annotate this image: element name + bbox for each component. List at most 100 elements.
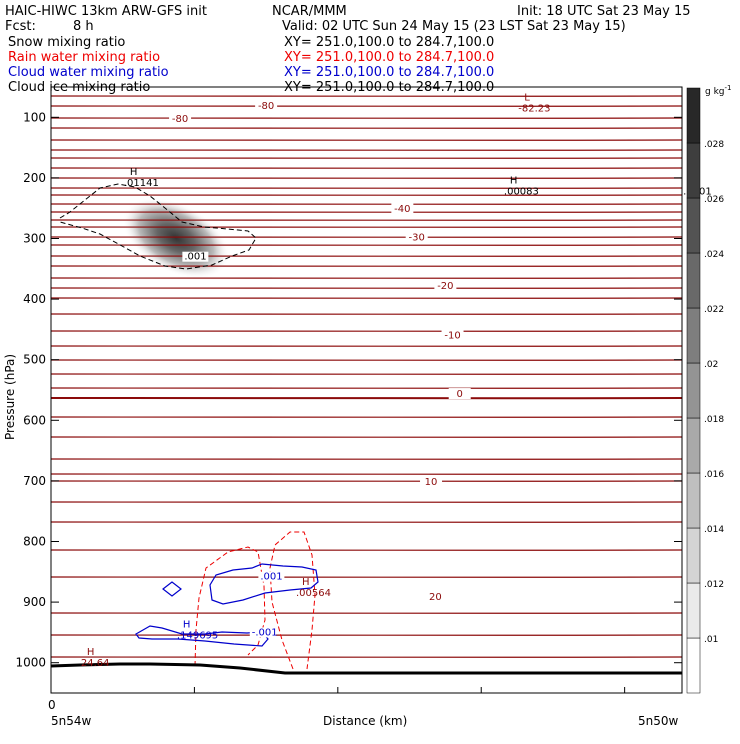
extremum-value: 24.64: [81, 658, 110, 669]
x-axis-label: Distance (km): [323, 714, 407, 728]
isotherm-line: [51, 149, 682, 151]
colorbar-swatch: [686, 637, 701, 694]
header-model: HAIC-HIWC 13km ARW-GFS init: [5, 4, 207, 19]
y-tick-label: 200: [23, 171, 46, 185]
colorbar-level-label: .022: [704, 305, 724, 315]
colorbar-level-label: .012: [704, 580, 724, 590]
header-fcst-value: 8 h: [73, 19, 94, 34]
colorbar-unit-base: g kg: [705, 87, 725, 97]
isotherm-label: -40: [394, 204, 410, 215]
isotherm-line: [51, 436, 682, 438]
y-tick-label: 700: [23, 474, 46, 488]
isotherm-label: 10: [425, 477, 438, 488]
isotherm-line: [51, 480, 682, 482]
plot-frame: [50, 86, 683, 694]
rain-water-contour-2: [269, 531, 316, 670]
isotherm-line: [51, 387, 682, 389]
isotherm-label: -80: [172, 114, 188, 125]
isotherm-line: [51, 396, 682, 400]
colorbar-swatch: [686, 417, 701, 474]
colorbar-level-label: .028: [704, 140, 724, 150]
colorbar-swatch: [686, 362, 701, 419]
isotherm-label: -20: [437, 281, 453, 292]
isotherms: [51, 95, 682, 658]
isotherm-line: [51, 167, 682, 169]
colorbar-swatch: [686, 87, 701, 144]
colorbar-level-label: .024: [704, 250, 724, 260]
isotherm-line: [51, 187, 682, 189]
terrain-surface: [51, 662, 682, 675]
field-name-snow: Snow mixing ratio: [8, 35, 125, 50]
colorbar-level-label: .026: [704, 195, 724, 205]
field-name-cloud-water: Cloud water mixing ratio: [8, 65, 169, 80]
y-tick-label: 900: [23, 595, 46, 609]
isotherm-label: 20: [429, 592, 442, 603]
isotherm-line: [51, 634, 682, 636]
isotherm-line: [51, 211, 682, 213]
colorbar-level-label: .014: [704, 525, 724, 535]
contour-label-bg: [249, 627, 276, 638]
y-tick-label: 600: [23, 413, 46, 427]
contour-label: .001: [260, 572, 282, 583]
extremum-value: -82.23: [518, 103, 550, 114]
isotherm-line: [51, 203, 682, 205]
isotherm-line: [51, 656, 682, 658]
isotherm-line: [51, 139, 682, 141]
header-org: NCAR/MMM: [272, 4, 347, 19]
x-end-label: 5n50w: [638, 714, 679, 728]
colorbar-level-label: .02: [704, 360, 718, 370]
isotherm-line: [51, 105, 682, 107]
isotherm-line: [51, 501, 682, 503]
field-xy-cloud-water: XY= 251.0,100.0 to 284.7,100.0: [284, 65, 494, 80]
isotherm-line: [51, 265, 682, 267]
field-name-rain: Rain water mixing ratio: [8, 50, 160, 65]
isotherm-label: -10: [444, 330, 460, 341]
y-tick-label: 300: [23, 232, 46, 246]
isotherm-label: -80: [258, 101, 274, 112]
contour-label-bg: [182, 251, 209, 262]
colorbar-unit: g kg-1: [705, 84, 731, 97]
isotherm-line: [51, 95, 682, 97]
extremum-letter: H: [183, 619, 191, 630]
isotherm-label: -30: [409, 233, 425, 244]
isotherm-line: [51, 255, 682, 257]
colorbar-swatch: [686, 307, 701, 364]
isotherm-label-bg: [434, 280, 457, 292]
colorbar-swatch: [686, 527, 701, 584]
contour-label: -.001: [252, 627, 278, 638]
isotherm-line: [51, 345, 682, 347]
contour-label: .001: [184, 252, 206, 263]
isotherm-line: [51, 521, 682, 523]
extremum-value: .149695: [177, 630, 218, 641]
isotherm-line: [51, 458, 682, 460]
extremum-letter: L: [524, 92, 530, 103]
rain-water-contour-1: [194, 546, 266, 667]
isotherm-line: [51, 549, 682, 551]
isotherm-label-bg: [448, 388, 471, 400]
colorbar-level-label: .018: [704, 415, 724, 425]
header-init: Init: 18 UTC Sat 23 May 15: [517, 4, 691, 19]
extremum-value: .00083: [504, 186, 539, 197]
colorbar: .01 .012 .014 .016 .018 .02 .022 .024 .026 .028: [686, 87, 724, 694]
isotherm-line: [51, 244, 682, 246]
colorbar-level-label: .016: [704, 470, 724, 480]
colorbar-level-label: .01: [704, 635, 718, 645]
isotherm-line: [51, 473, 682, 475]
header-fcst-label: Fcst:: [5, 19, 36, 34]
isotherm-labels: -80 -80 -40 -30 -20 -10 0 10 20: [169, 100, 471, 603]
y-tick-label: 800: [23, 535, 46, 549]
isotherm-line: [51, 194, 682, 196]
isotherm-line: [51, 330, 682, 332]
isotherm-line: [51, 287, 682, 289]
extremum-letter: H: [510, 175, 518, 186]
isotherm-line: [51, 117, 682, 119]
isotherm-line: [51, 373, 682, 375]
isotherm-line: [51, 236, 682, 238]
isotherm-line: [51, 219, 682, 221]
y-tick-label: 400: [23, 292, 46, 306]
contour-labels: .001 .001 -.001: [182, 251, 285, 638]
isotherm-line: [51, 127, 682, 129]
isotherm-line: [51, 359, 682, 361]
isotherm-line: [51, 297, 682, 299]
isotherm-line: [51, 157, 682, 159]
